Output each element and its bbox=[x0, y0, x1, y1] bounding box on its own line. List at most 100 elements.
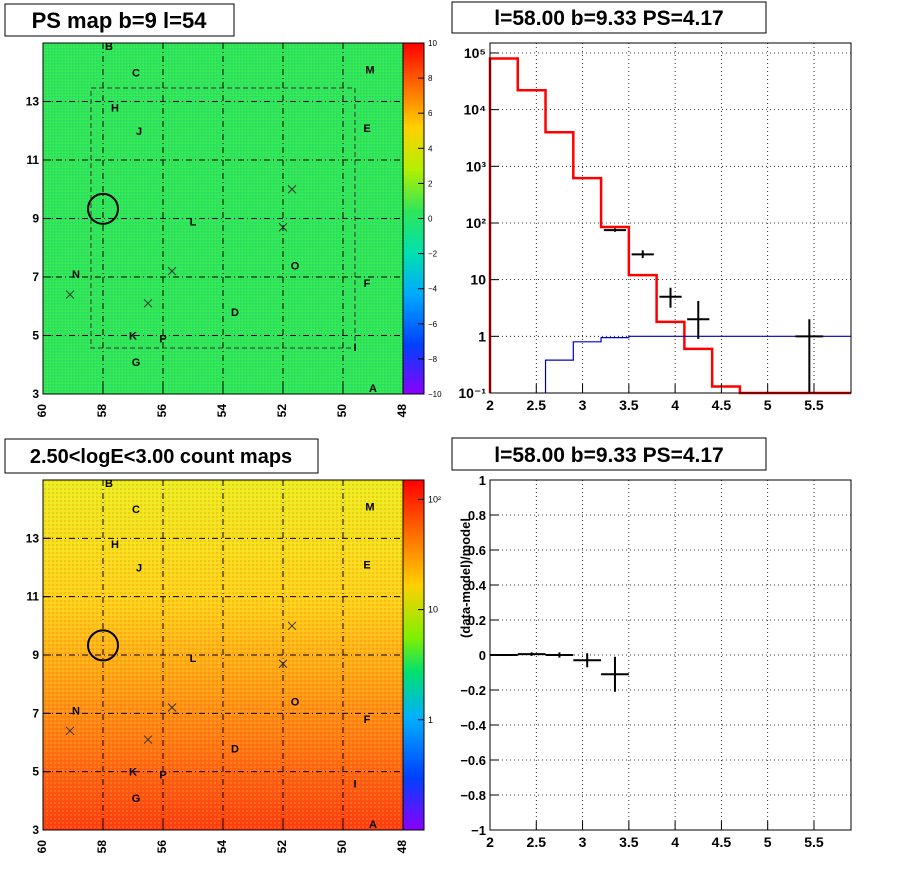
source-label: H bbox=[111, 539, 119, 551]
residual-title-box bbox=[451, 437, 767, 471]
source-label: K bbox=[129, 767, 137, 779]
cross-stroke bbox=[287, 184, 297, 194]
source-label: N bbox=[72, 269, 80, 281]
cross-marker bbox=[278, 659, 288, 669]
source-label: I bbox=[353, 778, 356, 790]
source-label: M bbox=[365, 501, 374, 513]
x-tick-label: 50 bbox=[335, 404, 349, 418]
y-tick-label: 0.8 bbox=[468, 508, 486, 523]
count-map-gridlines bbox=[43, 480, 403, 830]
y-tick-label: −0.8 bbox=[460, 788, 486, 803]
x-tick-label: 60 bbox=[35, 404, 49, 418]
cross-marker bbox=[143, 298, 153, 308]
data-point bbox=[631, 250, 654, 259]
source-label: I bbox=[353, 342, 356, 354]
residual-title: l=58.00 b=9.33 PS=4.17 bbox=[494, 444, 723, 467]
source-label: L bbox=[190, 653, 197, 665]
residual-y-axis-label: (data-model)/model bbox=[458, 518, 473, 638]
x-tick-label: 2.5 bbox=[527, 834, 547, 850]
colorbar-tick-label: 6 bbox=[428, 109, 433, 118]
cross-stroke bbox=[167, 266, 177, 276]
x-tick-label: 52 bbox=[275, 840, 289, 854]
target-circle bbox=[87, 192, 119, 225]
count-map-crosses bbox=[65, 621, 297, 744]
count-map-source-labels: B C M H J E L O N F D K P I G A bbox=[72, 478, 377, 831]
x-tick-label: 56 bbox=[155, 840, 169, 854]
source-label: D bbox=[231, 743, 239, 755]
y-tick-label: 1 bbox=[479, 473, 486, 488]
colorbar-tick-label: −6 bbox=[428, 320, 438, 329]
source-label: P bbox=[159, 770, 166, 782]
cross-stroke bbox=[143, 298, 153, 308]
x-tick-label: 3 bbox=[579, 834, 587, 850]
cross-marker bbox=[143, 735, 153, 744]
colorbar-tick-label: 0 bbox=[428, 215, 433, 224]
y-tick-label: 1 bbox=[478, 328, 486, 344]
x-tick-label: 5 bbox=[764, 397, 772, 413]
spectrum-frame bbox=[489, 42, 852, 394]
source-label: F bbox=[364, 278, 371, 290]
colorbar-tick-label: 10² bbox=[428, 494, 441, 504]
count-map-x-ticks: 60 58 56 54 52 50 48 bbox=[35, 822, 409, 853]
ps-map-gridlines bbox=[43, 43, 403, 394]
x-tick-label: 2 bbox=[486, 397, 494, 413]
colorbar-tick-label: −10 bbox=[428, 390, 442, 399]
ps-map-source-labels: B C M H J E L O N F D K P I G A bbox=[72, 41, 377, 395]
cross-marker bbox=[278, 222, 288, 232]
source-label: A bbox=[369, 819, 377, 831]
y-tick-label: 10 bbox=[470, 272, 486, 288]
colorbar-tick-label: −8 bbox=[428, 355, 438, 364]
x-tick-label: 3 bbox=[579, 397, 587, 413]
x-tick-label: 54 bbox=[215, 404, 229, 418]
source-label: M bbox=[365, 64, 374, 76]
y-tick-label: 0.4 bbox=[468, 578, 487, 593]
y-tick-label: 3 bbox=[32, 823, 39, 837]
source-label: G bbox=[132, 793, 141, 805]
ps-map-title-box bbox=[4, 3, 235, 37]
spectrum-gridlines bbox=[490, 43, 851, 393]
spectrum-plot-area bbox=[490, 43, 851, 393]
residual-panel: l=58.00 b=9.33 PS=4.17 2 2.5 3 3.5 4 4.5 5 5.5 … bbox=[451, 437, 852, 850]
source-label: H bbox=[111, 102, 119, 114]
y-tick-label: 5 bbox=[32, 329, 39, 343]
y-tick-label: 13 bbox=[26, 531, 40, 545]
data-point bbox=[687, 301, 710, 339]
residual-gridlines bbox=[490, 480, 851, 830]
ps-map-target-circle bbox=[87, 192, 119, 225]
source-label: D bbox=[231, 307, 239, 319]
cross-marker bbox=[287, 184, 297, 194]
x-tick-label: 48 bbox=[395, 404, 409, 418]
colorbar-tick-label: −2 bbox=[428, 250, 438, 259]
y-tick-label: 3 bbox=[32, 387, 39, 401]
residual-point bbox=[517, 652, 546, 656]
spectrum-title: l=58.00 b=9.33 PS=4.17 bbox=[494, 7, 723, 30]
x-tick-label: 60 bbox=[35, 840, 49, 854]
ps-map-title: PS map b=9 l=54 bbox=[32, 8, 208, 33]
y-tick-label: 10⁴ bbox=[464, 102, 487, 118]
source-label: F bbox=[364, 714, 371, 726]
y-tick-label: 7 bbox=[32, 270, 39, 284]
residual-point bbox=[573, 653, 602, 668]
x-tick-label: 4.5 bbox=[712, 834, 732, 850]
colorbar-tick-label: 10 bbox=[428, 39, 437, 48]
cross-marker bbox=[65, 290, 75, 299]
data-point bbox=[795, 319, 824, 393]
y-tick-label: 0.2 bbox=[468, 613, 486, 628]
x-tick-label: 5.5 bbox=[804, 397, 824, 413]
colorbar-tick-label: 2 bbox=[428, 179, 433, 188]
cross-marker bbox=[65, 726, 75, 736]
ps-map-y-ticks: 3 5 7 9 11 13 bbox=[26, 95, 51, 401]
y-tick-label: −1 bbox=[471, 823, 486, 838]
cross-marker bbox=[167, 266, 177, 276]
x-tick-label: 50 bbox=[335, 840, 349, 854]
y-tick-label: 11 bbox=[26, 153, 39, 167]
cross-stroke bbox=[65, 726, 75, 736]
y-tick-label: −0.6 bbox=[460, 753, 486, 768]
source-label: N bbox=[72, 705, 80, 717]
ps-map-colorbar-ticks: 10 8 6 4 2 0 −2 −4 −6 −8 −10 bbox=[418, 39, 442, 399]
y-tick-label: 9 bbox=[32, 212, 39, 226]
residual-point bbox=[545, 652, 574, 658]
count-map-colorbar-ticks: 10² 10 1 bbox=[418, 494, 441, 725]
cross-stroke bbox=[167, 703, 177, 712]
cross-stroke bbox=[278, 222, 288, 232]
